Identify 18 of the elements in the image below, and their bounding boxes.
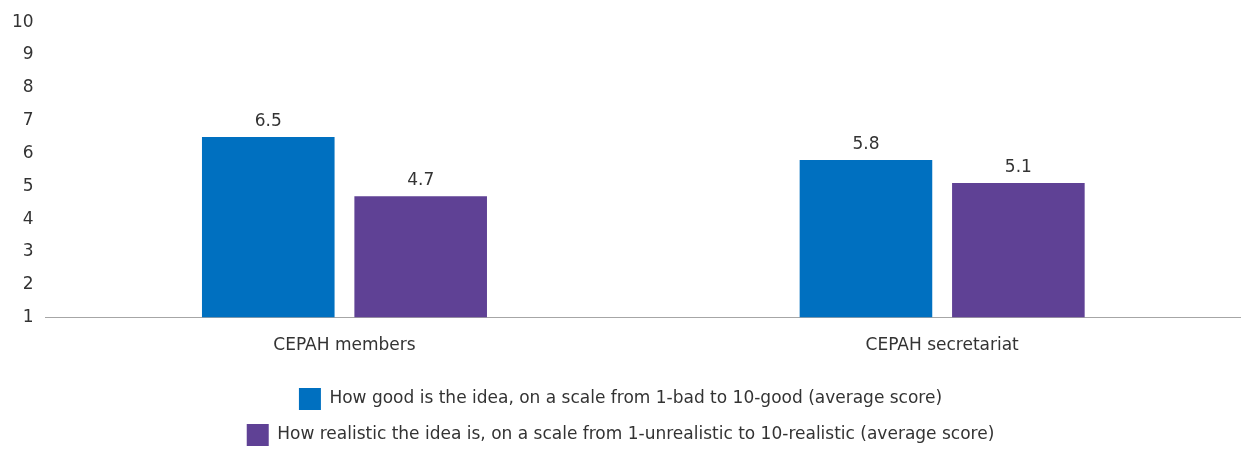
y-tick-label: 1 — [22, 306, 34, 327]
legend-label: How realistic the idea is, on a scale from 1-unrealistic to 10-realistic (average score) — [277, 423, 995, 444]
y-tick-label: 7 — [22, 109, 34, 130]
y-tick-label: 2 — [22, 273, 34, 294]
data-label: 4.7 — [407, 169, 435, 190]
data-label: 6.5 — [254, 110, 282, 130]
data-label: 5.8 — [852, 132, 880, 153]
y-tick-label: 6 — [22, 141, 34, 162]
x-tick-label: CEPAH secretariat — [865, 334, 1020, 355]
y-tick-label: 8 — [22, 76, 34, 97]
y-tick-label: 3 — [22, 240, 34, 261]
y-tick-label: 9 — [22, 43, 34, 64]
x-tick-label: CEPAH members — [273, 334, 416, 355]
y-tick-label: 10 — [11, 10, 34, 31]
data-label: 5.1 — [1004, 155, 1032, 176]
y-tick-label: 5 — [22, 174, 34, 195]
y-tick-label: 4 — [22, 207, 34, 228]
legend-label: How good is the idea, on a scale from 1-bad to 10-good (average score) — [329, 387, 943, 408]
